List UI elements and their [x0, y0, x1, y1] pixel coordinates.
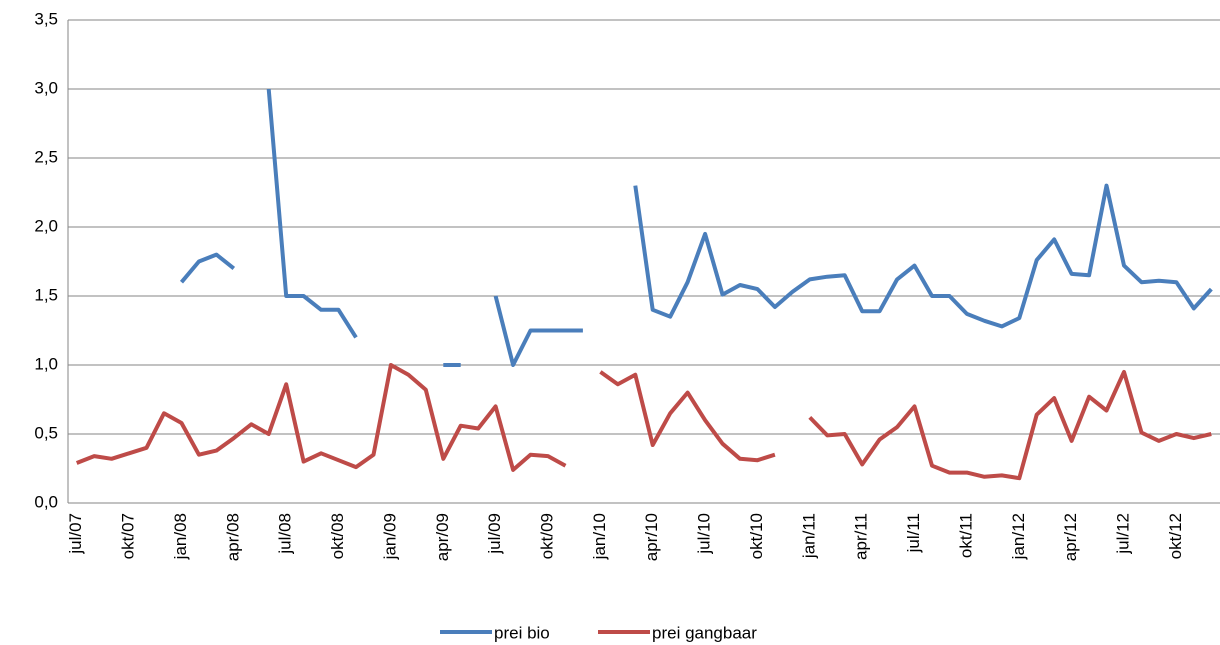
x-tick-label: jan/10 — [590, 513, 609, 560]
y-tick-label: 2,5 — [34, 147, 58, 166]
y-tick-label: 1,5 — [34, 285, 58, 304]
x-tick-label: apr/11 — [852, 513, 871, 560]
x-tick-label: apr/12 — [1061, 513, 1080, 561]
x-tick-label: apr/08 — [223, 513, 242, 561]
y-tick-label: 0,5 — [34, 423, 58, 442]
y-tick-label: 3,0 — [34, 78, 58, 97]
x-tick-label: jul/12 — [1113, 513, 1132, 555]
x-tick-label: okt/07 — [119, 513, 138, 559]
y-tick-label: 2,0 — [34, 216, 58, 235]
x-tick-label: jul/11 — [904, 513, 923, 553]
x-tick-label: okt/09 — [537, 513, 556, 559]
x-tick-label: jul/08 — [276, 513, 295, 555]
x-tick-label: apr/09 — [433, 513, 452, 561]
legend-label: prei bio — [494, 623, 550, 642]
x-tick-label: jan/12 — [1009, 513, 1028, 560]
x-tick-label: okt/08 — [328, 513, 347, 559]
x-tick-label: okt/10 — [747, 513, 766, 559]
series-line — [75, 363, 1212, 481]
x-tick-label: jul/09 — [485, 513, 504, 555]
y-tick-label: 3,5 — [34, 9, 58, 28]
x-tick-label: okt/11 — [956, 513, 975, 558]
x-tick-label: apr/10 — [642, 513, 661, 561]
y-tick-label: 1,0 — [34, 354, 58, 373]
x-tick-label: jul/07 — [66, 513, 85, 555]
x-tick-label: jan/08 — [171, 513, 190, 560]
y-tick-label: 0,0 — [34, 492, 58, 511]
x-tick-label: jul/10 — [695, 513, 714, 555]
series-line — [179, 88, 1213, 367]
x-tick-label: okt/12 — [1166, 513, 1185, 559]
x-tick-label: jan/09 — [380, 513, 399, 560]
x-tick-label: jan/11 — [799, 513, 818, 559]
legend-label: prei gangbaar — [652, 623, 757, 642]
